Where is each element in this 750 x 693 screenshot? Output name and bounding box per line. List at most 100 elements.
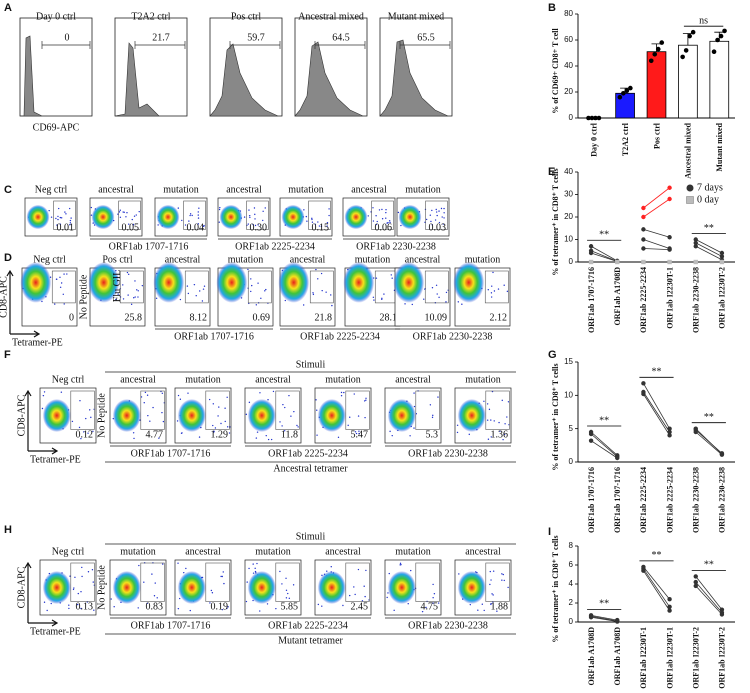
y-tick-label: 20: [564, 87, 573, 96]
tetramer-label: Ancestral tetramer: [273, 463, 348, 474]
pair-line: [590, 431, 618, 456]
data-point: [586, 115, 591, 121]
gate-value: 2.12: [490, 312, 508, 323]
density-cloud: [216, 262, 248, 303]
event-dot: [425, 606, 427, 609]
data-point: [683, 48, 689, 53]
event-dot: [72, 588, 75, 591]
data-point: [667, 235, 672, 240]
event-dot: [181, 219, 183, 222]
y-tick-label: 30: [564, 190, 573, 199]
group-label: ORF1ab 1707-1716: [131, 620, 211, 631]
event-dot: [212, 424, 214, 427]
gate-value: 0: [69, 312, 74, 323]
event-dot: [502, 438, 504, 441]
y-tick-label: 20: [564, 212, 573, 221]
event-dot: [279, 421, 281, 423]
event-dot: [162, 563, 164, 565]
sample-label: mutation: [185, 374, 221, 385]
gate-value: 0.69: [253, 312, 271, 323]
event-dot: [493, 290, 496, 292]
event-dot: [431, 416, 434, 419]
axis-label: CD8-APC: [0, 276, 9, 318]
event-dot: [195, 295, 197, 297]
data-point: [719, 254, 725, 259]
event-dot: [122, 284, 124, 286]
event-dot: [389, 221, 391, 224]
event-dot: [69, 575, 71, 577]
event-dot: [117, 293, 119, 295]
event-dot: [404, 303, 406, 305]
pair-line: [643, 566, 670, 600]
data-point: [588, 244, 594, 249]
x-tick-label: ORF1ab A1708D: [613, 627, 622, 686]
gate-value: 28.1: [380, 312, 398, 323]
event-dot: [221, 608, 224, 611]
gate-value: 0.06: [375, 222, 393, 233]
y-tick-label: 0: [569, 257, 574, 266]
event-dot: [365, 397, 367, 399]
data-point: [588, 250, 594, 256]
event-dot: [506, 290, 509, 293]
histogram: [114, 42, 160, 117]
event-dot: [50, 602, 52, 605]
tetramer-label: Mutant tetramer: [278, 635, 343, 646]
event-dot: [43, 391, 46, 393]
event-dot: [153, 595, 156, 597]
event-dot: [59, 276, 61, 279]
x-tick-label: T2A2 ctrl: [621, 122, 630, 156]
event-dot: [297, 426, 299, 428]
event-dot: [385, 209, 387, 211]
event-dot: [487, 438, 490, 440]
data-point: [624, 88, 630, 93]
event-dot: [292, 584, 295, 586]
event-dot: [315, 268, 317, 271]
event-dot: [489, 583, 491, 586]
pair-line: [695, 431, 723, 455]
event-dot: [161, 411, 163, 414]
data-point: [641, 214, 646, 220]
event-dot: [202, 225, 205, 228]
panel-letter: I: [548, 526, 551, 538]
event-dot: [314, 223, 317, 226]
event-dot: [257, 224, 259, 226]
x-tick-label: Ancestral mixed: [684, 122, 693, 178]
event-dot: [281, 425, 283, 427]
y-axis-label: % of tetramer⁺ in CD8⁺ T cells: [551, 535, 560, 642]
event-dot: [56, 224, 58, 226]
data-point: [596, 115, 602, 121]
axis-label: Tetramer-PE: [12, 337, 63, 348]
data-point: [641, 205, 646, 211]
data-point: [719, 250, 725, 256]
gate: [51, 270, 76, 304]
event-dot: [477, 609, 479, 611]
event-dot: [131, 218, 133, 221]
event-dot: [331, 304, 333, 307]
gate: [415, 390, 440, 430]
event-dot: [221, 575, 223, 578]
data-point: [693, 240, 698, 246]
event-dot: [355, 432, 358, 435]
event-dot: [189, 609, 191, 612]
event-dot: [42, 394, 45, 397]
event-dot: [443, 212, 445, 214]
sample-label: mutation: [465, 374, 501, 385]
data-point: [667, 247, 672, 252]
event-dot: [364, 595, 366, 598]
event-dot: [499, 430, 501, 433]
pair-line: [643, 228, 670, 238]
event-dot: [321, 605, 323, 607]
event-dot: [270, 438, 273, 441]
sample-label: Mutant mixed: [388, 11, 444, 22]
event-dot: [179, 398, 182, 400]
event-dot: [126, 271, 129, 274]
event-dot: [421, 610, 424, 613]
group-label: ORF1ab 2225-2234: [300, 331, 380, 342]
density-cloud: [387, 399, 416, 432]
event-dot: [257, 282, 259, 284]
significance-label: **: [652, 550, 662, 561]
side-label: Flu GIL: [112, 270, 123, 303]
event-dot: [137, 607, 139, 609]
event-dot: [251, 284, 253, 287]
event-dot: [492, 570, 495, 572]
